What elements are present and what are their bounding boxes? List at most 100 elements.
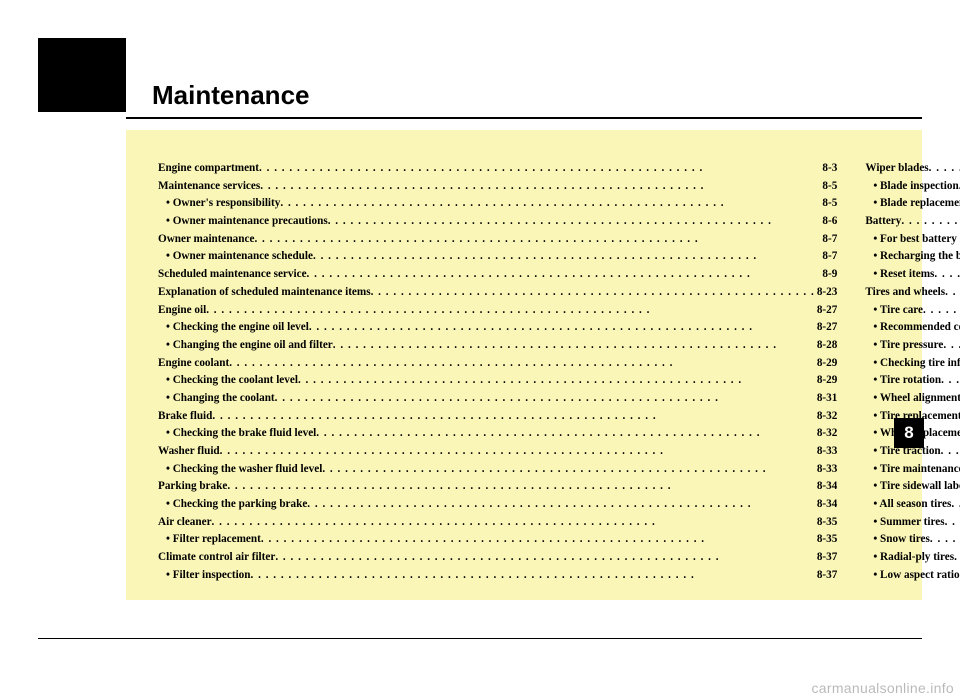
toc-dots [206, 302, 815, 320]
toc-line: • Checking the coolant level 8-29 [158, 372, 837, 390]
toc-label: • Snow tires [865, 531, 930, 549]
toc-label: Engine oil [158, 302, 206, 320]
toc-line: • Tire rotation 8-48 [865, 372, 960, 390]
toc-left-column: Engine compartment 8-3Maintenance servic… [158, 160, 837, 570]
toc-label: • Owner's responsibility [158, 195, 280, 213]
toc-line: • Wheel alignment and tire balance 8-49 [865, 390, 960, 408]
toc-label: • Owner maintenance schedule [158, 248, 313, 266]
toc-dots [307, 496, 815, 514]
toc-dots [229, 355, 815, 373]
toc-line: Explanation of scheduled maintenance ite… [158, 284, 837, 302]
toc-content-box: Engine compartment 8-3Maintenance servic… [126, 130, 922, 600]
toc-label: • Blade replacement [865, 195, 960, 213]
toc-label: Battery [865, 213, 901, 231]
toc-page-number: 8-32 [815, 425, 838, 443]
toc-line: Parking brake 8-34 [158, 478, 837, 496]
toc-label: Engine coolant [158, 355, 229, 373]
toc-label: Parking brake [158, 478, 227, 496]
toc-line: • Owner maintenance schedule 8-7 [158, 248, 837, 266]
toc-line: Owner maintenance 8-7 [158, 231, 837, 249]
toc-page-number: 8-28 [815, 337, 838, 355]
toc-dots [322, 461, 815, 479]
toc-right-column: Wiper blades 8-39• Blade inspection 8-39… [865, 160, 960, 570]
toc-page-number: 8-5 [820, 178, 837, 196]
toc-page-number: 8-5 [820, 195, 837, 213]
toc-label: Air cleaner [158, 514, 212, 532]
toc-page-number: 8-34 [815, 496, 838, 514]
toc-line: • For best battery service 8-43 [865, 231, 960, 249]
toc-page-number: 8-9 [820, 266, 837, 284]
toc-line: • Owner's responsibility 8-5 [158, 195, 837, 213]
toc-label: • Changing the engine oil and filter [158, 337, 333, 355]
toc-line: • Owner maintenance precautions 8-6 [158, 213, 837, 231]
toc-dots [333, 337, 815, 355]
toc-label: Explanation of scheduled maintenance ite… [158, 284, 371, 302]
toc-page-number: 8-35 [815, 514, 838, 532]
toc-page-number: 8-6 [820, 213, 837, 231]
toc-dots [212, 514, 815, 532]
toc-label: Owner maintenance [158, 231, 254, 249]
toc-line: Engine coolant 8-29 [158, 355, 837, 373]
toc-page-number: 8-34 [815, 478, 838, 496]
toc-page-number: 8-32 [815, 408, 838, 426]
toc-page-number: 8-37 [815, 549, 838, 567]
toc-page-number: 8-31 [815, 390, 838, 408]
toc-label: • Checking the engine oil level [158, 319, 309, 337]
toc-dots [260, 178, 820, 196]
toc-label: Engine compartment [158, 160, 259, 178]
toc-dots [929, 160, 960, 178]
toc-page-number: 8-27 [815, 302, 838, 320]
toc-label: • For best battery service [865, 231, 960, 249]
toc-dots [309, 319, 815, 337]
toc-label: • Checking the brake fluid level [158, 425, 316, 443]
page-container: Maintenance Engine compartment 8-3Mainte… [38, 38, 922, 618]
header-black-tab [38, 38, 126, 112]
toc-dots [941, 372, 960, 390]
toc-line: • Radial-ply tires 8-58 [865, 549, 960, 567]
toc-line: • Changing the engine oil and filter 8-2… [158, 337, 837, 355]
toc-dots [371, 284, 815, 302]
watermark-text: carmanualsonline.info [812, 680, 955, 696]
toc-line: • Checking the washer fluid level 8-33 [158, 461, 837, 479]
toc-label: • Blade inspection [865, 178, 958, 196]
toc-page-number: 8-35 [815, 531, 838, 549]
toc-dots [261, 531, 815, 549]
toc-line: Maintenance services 8-5 [158, 178, 837, 196]
toc-page-number: 8-33 [815, 443, 838, 461]
toc-line: • Blade inspection 8-39 [865, 178, 960, 196]
bottom-rule [38, 638, 922, 639]
toc-line: Climate control air filter 8-37 [158, 549, 837, 567]
toc-label: • Checking tire inflation pressure [865, 355, 960, 373]
toc-dots [316, 425, 815, 443]
toc-dots [227, 478, 815, 496]
toc-label: Tires and wheels [865, 284, 945, 302]
toc-label: • Checking the coolant level [158, 372, 298, 390]
toc-label: • Tire pressure [865, 337, 943, 355]
toc-dots [941, 443, 960, 461]
toc-page-number: 8-23 [815, 284, 838, 302]
toc-label: • Low aspect ratio tire [865, 567, 960, 585]
toc-label: • All season tires [865, 496, 951, 514]
toc-line: Scheduled maintenance service 8-9 [158, 266, 837, 284]
toc-dots [934, 266, 960, 284]
toc-page-number: 8-37 [815, 567, 838, 585]
toc-page-number: 8-29 [815, 355, 838, 373]
toc-line: • Checking the parking brake 8-34 [158, 496, 837, 514]
chapter-number-tab: 8 [894, 418, 924, 448]
toc-label: • Changing the coolant [158, 390, 275, 408]
toc-line: Air cleaner 8-35 [158, 514, 837, 532]
toc-label: Scheduled maintenance service [158, 266, 307, 284]
toc-line: Engine oil 8-27 [158, 302, 837, 320]
toc-line: • Checking tire inflation pressure 8-47 [865, 355, 960, 373]
toc-line: • Changing the coolant 8-31 [158, 390, 837, 408]
toc-label: Washer fluid [158, 443, 220, 461]
toc-label: • Reset items [865, 266, 934, 284]
toc-label: • Tire maintenance [865, 461, 960, 479]
toc-label: • Tire rotation [865, 372, 941, 390]
toc-page-number: 8-3 [820, 160, 837, 178]
toc-line: Wiper blades 8-39 [865, 160, 960, 178]
toc-label: • Filter replacement [158, 531, 261, 549]
toc-line: • Summer tires 8-58 [865, 514, 960, 532]
toc-dots [275, 390, 815, 408]
toc-dots [923, 302, 960, 320]
